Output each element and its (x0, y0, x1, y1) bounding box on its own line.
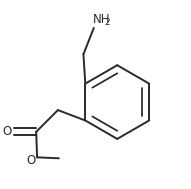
Text: O: O (27, 154, 36, 167)
Text: NH: NH (93, 13, 110, 26)
Text: 2: 2 (105, 18, 110, 27)
Text: O: O (3, 125, 12, 138)
